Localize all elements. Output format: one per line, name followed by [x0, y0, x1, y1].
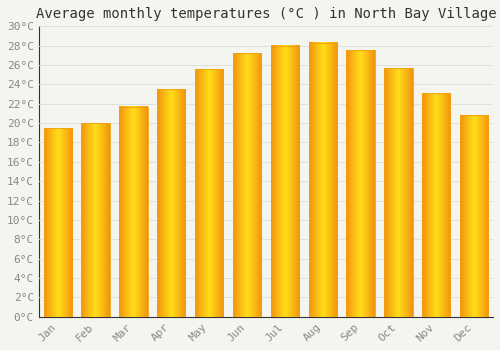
- Bar: [346, 50, 375, 317]
- Bar: [384, 68, 412, 317]
- Bar: [422, 93, 450, 317]
- Title: Average monthly temperatures (°C ) in North Bay Village: Average monthly temperatures (°C ) in No…: [36, 7, 496, 21]
- Bar: [460, 116, 488, 317]
- Bar: [195, 69, 224, 317]
- Bar: [82, 123, 110, 317]
- Bar: [233, 54, 261, 317]
- Bar: [270, 46, 299, 317]
- Bar: [157, 89, 186, 317]
- Bar: [308, 43, 337, 317]
- Bar: [119, 107, 148, 317]
- Bar: [44, 128, 72, 317]
